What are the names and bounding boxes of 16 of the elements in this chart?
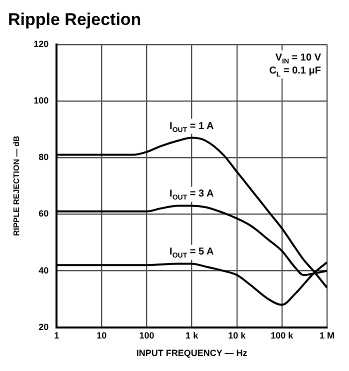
x-tick-label: 100 (139, 330, 154, 340)
x-tick-label: 10 k (228, 330, 247, 340)
x-axis-title: INPUT FREQUENCY — Hz (136, 348, 248, 358)
y-tick-label: 20 (38, 322, 49, 332)
y-tick-label: 100 (34, 95, 49, 106)
chart-title: Ripple Rejection (8, 10, 142, 29)
x-tick-label: 100 k (270, 330, 294, 340)
x-tick-label: 1 (54, 330, 60, 340)
x-tick-label: 1 k (186, 330, 200, 340)
y-tick-label: 60 (38, 208, 49, 219)
y-axis-title: RIPPLE REJECTION — dB (12, 136, 22, 236)
y-tick-label: 120 (34, 38, 49, 49)
x-tick-label: 10 (96, 330, 107, 340)
y-tick-label: 40 (38, 265, 49, 276)
x-tick-label: 1 M (319, 330, 335, 340)
y-tick-label: 80 (38, 152, 49, 162)
